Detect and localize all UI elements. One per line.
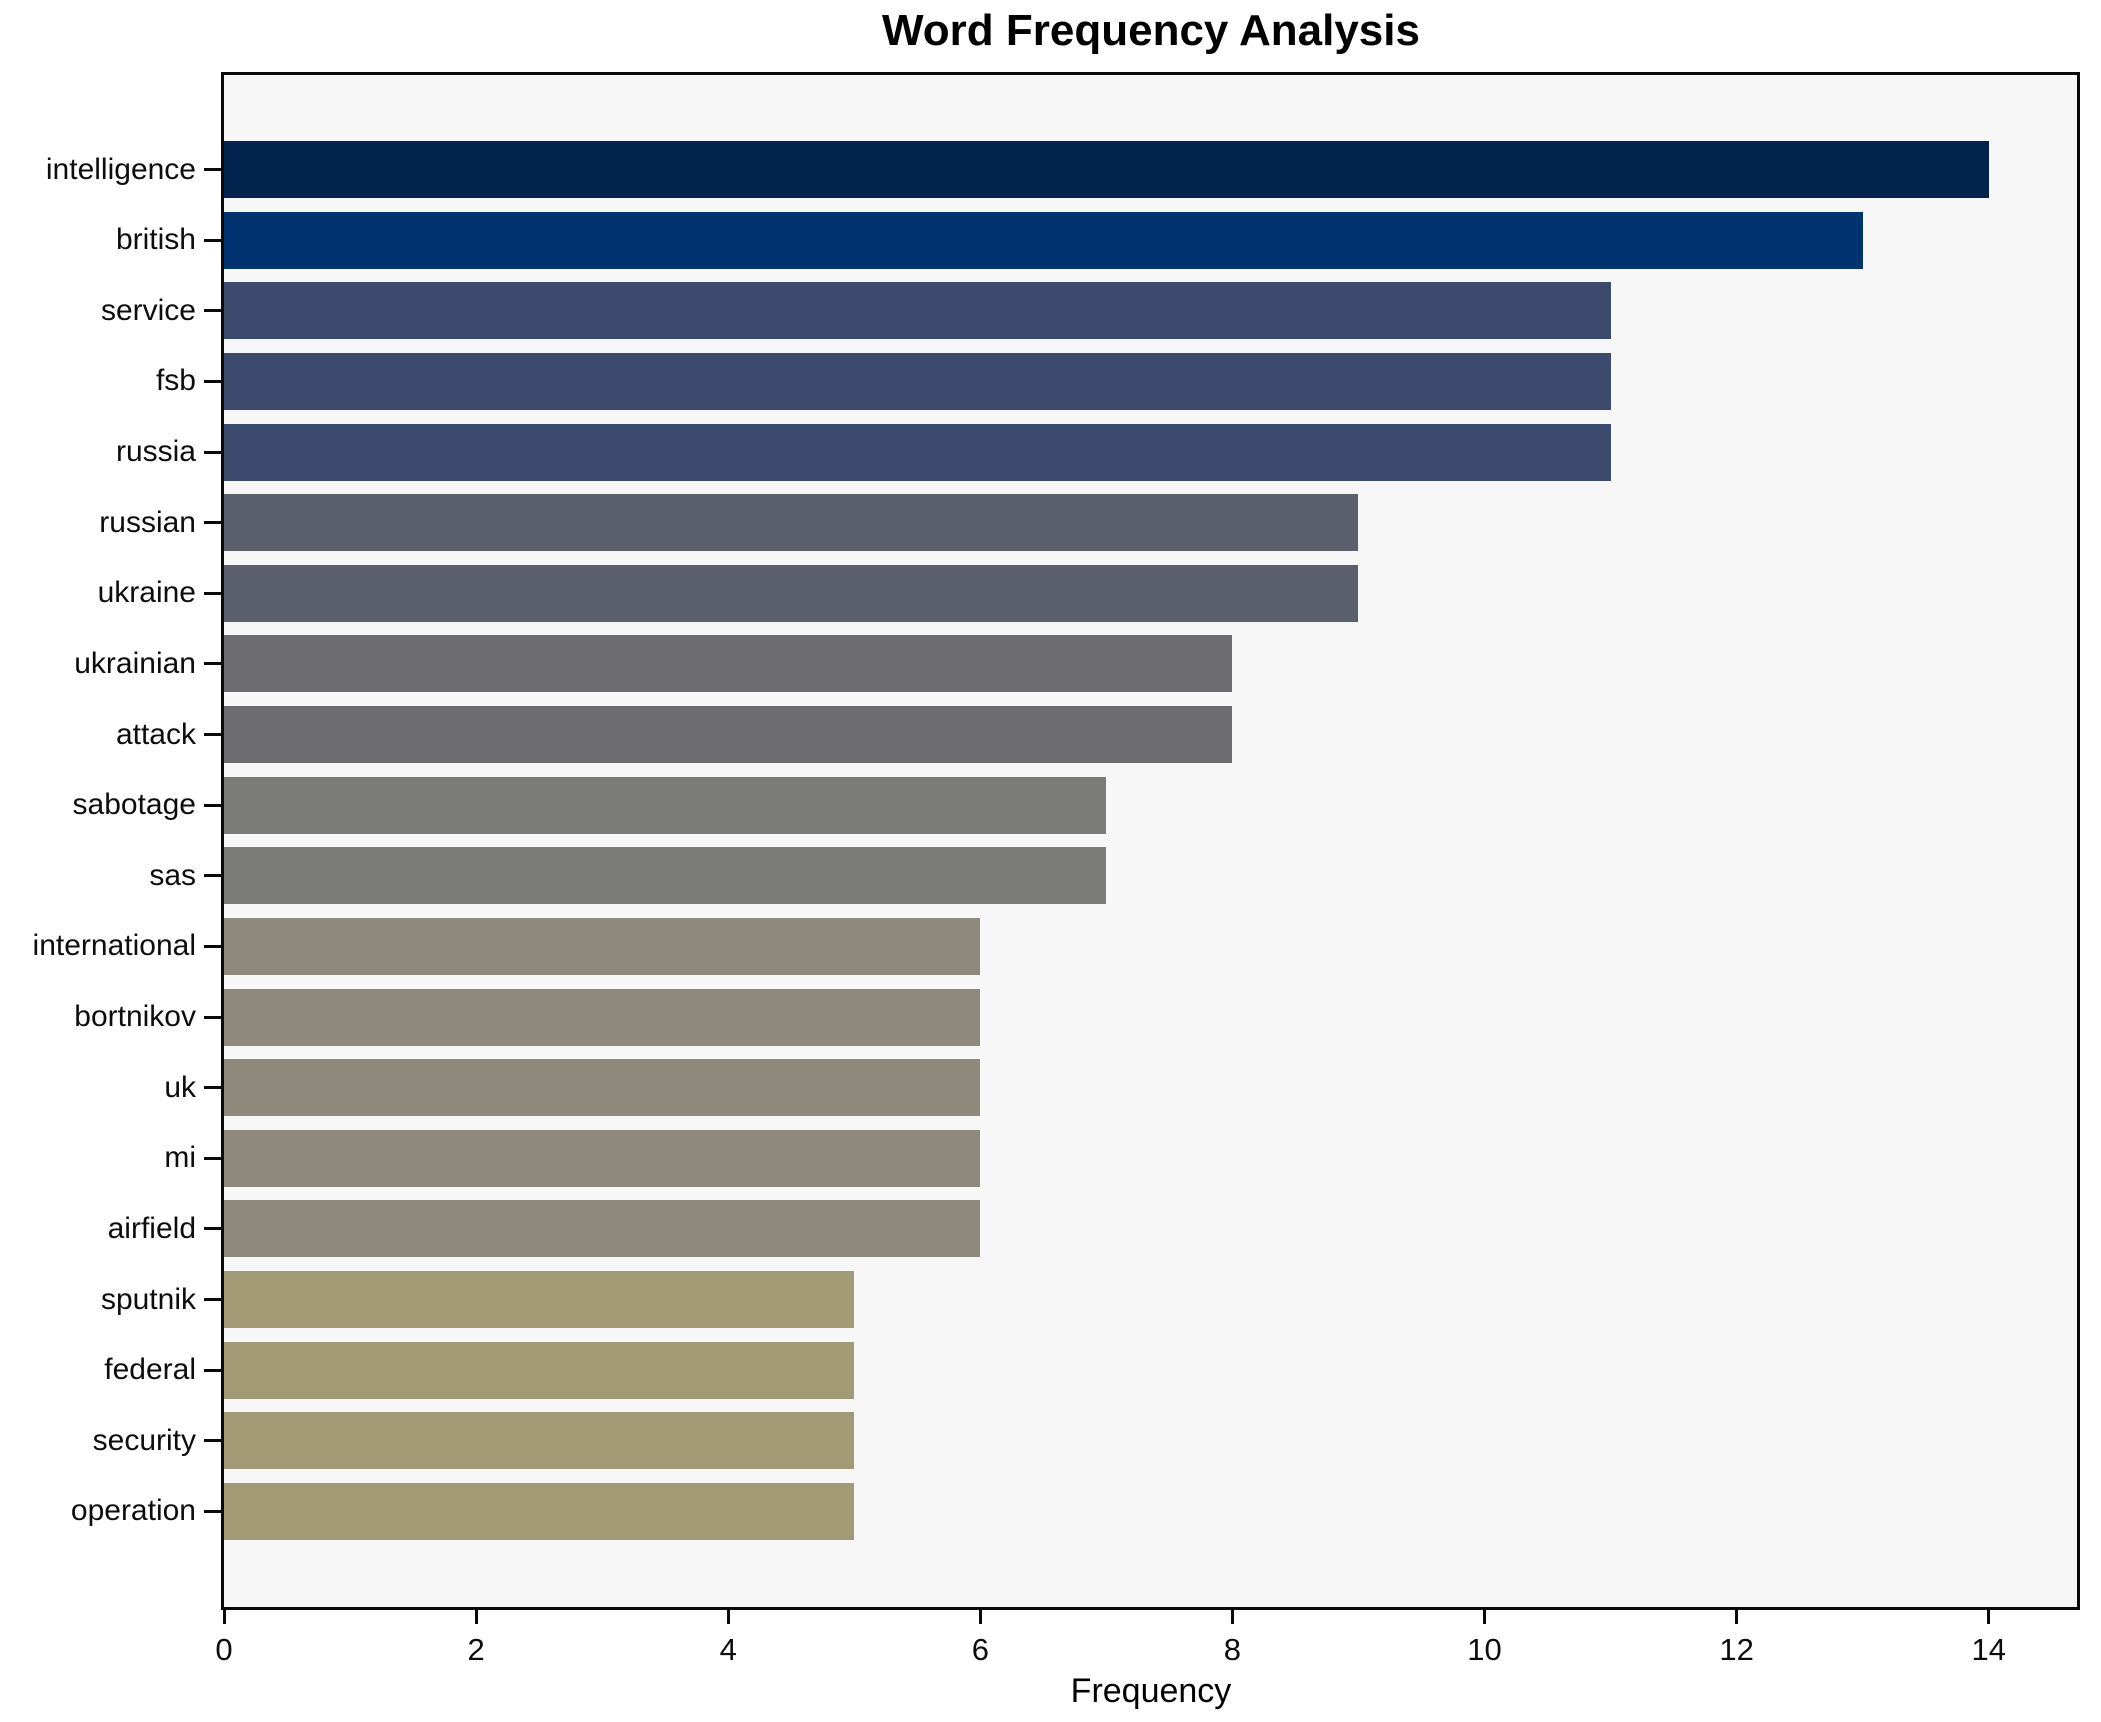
bar-service xyxy=(224,282,1611,340)
y-tick-mark xyxy=(204,1227,221,1231)
y-tick-mark xyxy=(204,1368,221,1372)
bar-uk xyxy=(224,1059,981,1117)
y-tick-label: mi xyxy=(164,1141,196,1175)
y-axis-tick-marks xyxy=(204,72,221,1610)
bar-fsb xyxy=(224,352,1611,410)
x-tick-mark xyxy=(1230,1610,1234,1624)
y-tick-mark xyxy=(204,1439,221,1443)
bar-airfield xyxy=(224,1200,981,1258)
y-tick-mark xyxy=(204,238,221,242)
x-axis-ticks: 0 2 4 6 8 10 12 14 xyxy=(215,1610,2077,1690)
x-tick-label: 14 xyxy=(1971,1632,2006,1667)
y-tick-label: ukrainian xyxy=(74,646,196,680)
bar-ukraine xyxy=(224,564,1359,622)
bar-mi xyxy=(224,1129,981,1187)
y-tick-mark xyxy=(204,309,221,313)
y-tick-mark xyxy=(204,1509,221,1513)
y-tick-label: bortnikov xyxy=(74,1000,196,1034)
x-tick-mark xyxy=(978,1610,982,1624)
x-axis-label: Frequency xyxy=(1070,1672,1232,1710)
y-tick-mark xyxy=(204,1015,221,1019)
bar-british xyxy=(224,211,1863,269)
y-tick-mark xyxy=(204,944,221,948)
x-tick-label: 10 xyxy=(1467,1632,1502,1667)
y-tick-mark xyxy=(204,591,221,595)
x-tick-label: 2 xyxy=(467,1632,485,1667)
y-tick-label: operation xyxy=(70,1494,196,1528)
y-tick-label: federal xyxy=(104,1353,196,1387)
y-tick-label: intelligence xyxy=(45,152,196,186)
x-tick-label: 0 xyxy=(215,1632,233,1667)
bar-intelligence xyxy=(224,141,1989,198)
bar-operation xyxy=(224,1482,855,1540)
y-tick-mark xyxy=(204,733,221,737)
y-tick-label: russian xyxy=(99,505,196,539)
y-tick-mark xyxy=(204,1086,221,1090)
x-tick-mark xyxy=(474,1610,478,1624)
y-tick-label: sabotage xyxy=(72,788,196,822)
bar-federal xyxy=(224,1341,855,1399)
x-tick-label: 6 xyxy=(971,1632,989,1667)
y-tick-label: sputnik xyxy=(100,1282,196,1316)
x-tick-label: 12 xyxy=(1719,1632,1754,1667)
bar-ukrainian xyxy=(224,635,1233,693)
x-tick-mark xyxy=(1987,1610,1991,1624)
y-tick-label: fsb xyxy=(155,364,196,398)
bar-sas xyxy=(224,847,1107,905)
y-tick-label: attack xyxy=(115,717,196,751)
y-tick-mark xyxy=(204,803,221,807)
bars-container xyxy=(224,75,2077,1607)
y-tick-mark xyxy=(204,662,221,666)
bar-international xyxy=(224,917,981,975)
y-tick-mark xyxy=(204,874,221,878)
x-tick-mark xyxy=(726,1610,730,1624)
y-tick-mark xyxy=(204,168,221,171)
bar-sputnik xyxy=(224,1271,855,1329)
y-tick-mark xyxy=(204,379,221,383)
x-tick-label: 8 xyxy=(1223,1632,1242,1667)
plot-area xyxy=(221,72,2080,1610)
y-tick-label: russia xyxy=(115,435,196,469)
y-tick-mark xyxy=(204,450,221,454)
y-tick-label: airfield xyxy=(107,1211,196,1245)
bar-attack xyxy=(224,706,1233,764)
y-tick-label: international xyxy=(32,929,196,963)
y-tick-label: british xyxy=(115,223,196,257)
y-tick-label: service xyxy=(100,293,196,327)
y-tick-label: sas xyxy=(149,858,196,892)
x-tick-label: 4 xyxy=(719,1632,737,1667)
bar-sabotage xyxy=(224,776,1107,834)
bar-bortnikov xyxy=(224,988,981,1046)
y-tick-label: uk xyxy=(164,1070,196,1104)
y-tick-mark xyxy=(204,1156,221,1160)
y-tick-label: ukraine xyxy=(97,576,196,610)
x-tick-mark xyxy=(1735,1610,1739,1624)
y-tick-mark xyxy=(204,521,221,525)
x-tick-mark xyxy=(1483,1610,1487,1624)
bar-russia xyxy=(224,423,1611,481)
y-tick-label: security xyxy=(92,1423,196,1457)
y-axis-labels: intelligence british service fsb russia russi… xyxy=(0,72,196,1610)
bar-russian xyxy=(224,494,1359,552)
y-tick-mark xyxy=(204,1298,221,1302)
chart-title: Word Frequency Analysis xyxy=(882,6,1420,55)
bar-security xyxy=(224,1412,855,1470)
x-tick-mark xyxy=(222,1610,226,1624)
